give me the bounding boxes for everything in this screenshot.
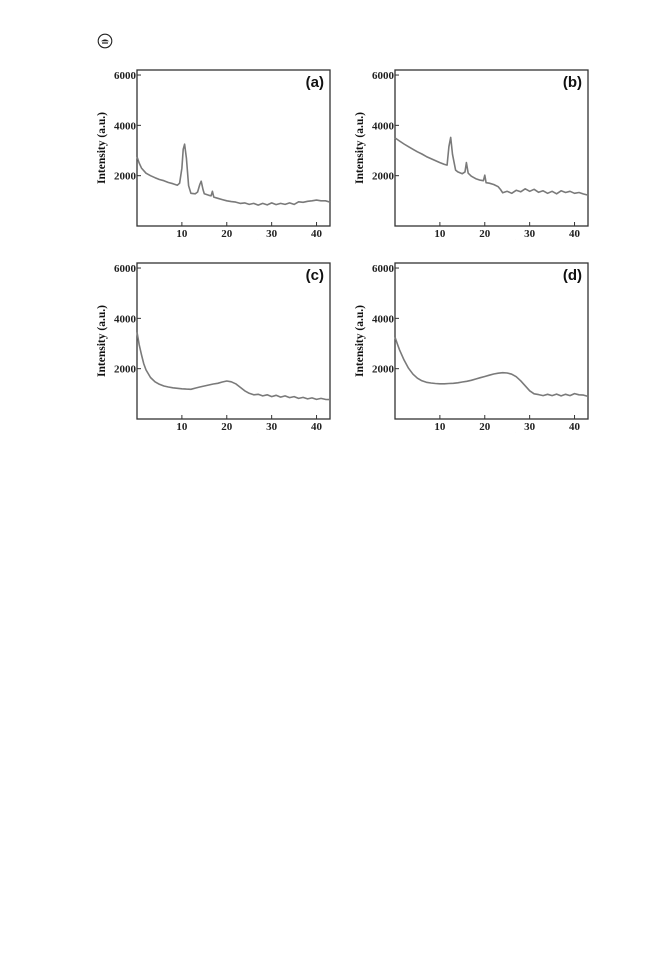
y-axis-label-a: Intensity (a.u.)	[96, 112, 108, 184]
panel-label-b: (b)	[563, 74, 582, 91]
x-tick-label-b-3: 40	[569, 228, 581, 240]
logo	[97, 33, 113, 54]
chart-panel-d: 10 20 30 40 2000 4000 6000 2θ (degree) Intensity…	[350, 253, 595, 444]
y-tick-label-b-2: 6000	[372, 70, 395, 82]
y-tick-label-b-1: 4000	[372, 120, 395, 132]
chart-a: 10 20 30 40 2000 4000 6000 2θ (degree) Intensity…	[96, 69, 331, 251]
y-tick-label-a-0: 2000	[114, 171, 137, 183]
x-tick-label-d-2: 30	[524, 421, 536, 433]
plot-frame-d	[394, 262, 589, 420]
circle-emblem-icon	[97, 33, 113, 49]
y-tick-label-d-2: 6000	[372, 263, 395, 275]
y-axis-label-b: Intensity (a.u.)	[354, 112, 366, 184]
x-axis-label-b: 2θ (degree)	[464, 239, 519, 240]
x-tick-label-c-1: 20	[221, 421, 233, 433]
y-tick-label-c-1: 4000	[114, 313, 137, 325]
x-tick-label-c-3: 40	[311, 421, 323, 433]
xrd-curve-c	[136, 332, 331, 401]
chart-panel-c: 10 20 30 40 2000 4000 6000 2θ (degree) Intensity…	[92, 253, 337, 444]
xrd-curve-a	[136, 143, 331, 206]
x-tick-label-a-0: 10	[176, 228, 188, 240]
y-axis-label-c: Intensity (a.u.)	[96, 305, 108, 377]
y-tick-label-d-1: 4000	[372, 313, 395, 325]
x-tick-label-d-3: 40	[569, 421, 581, 433]
x-axis-label-c: 2θ (degree)	[206, 432, 261, 433]
x-tick-label-a-1: 20	[221, 228, 233, 240]
x-tick-label-d-1: 20	[479, 421, 491, 433]
x-tick-label-a-2: 30	[266, 228, 278, 240]
x-axis-label-d: 2θ (degree)	[464, 432, 519, 433]
x-tick-label-b-2: 30	[524, 228, 536, 240]
y-tick-label-b-0: 2000	[372, 171, 395, 183]
chart-d: 10 20 30 40 2000 4000 6000 2θ (degree) Intensity…	[354, 262, 589, 444]
y-tick-label-a-1: 4000	[114, 120, 137, 132]
x-tick-label-b-1: 20	[479, 228, 491, 240]
chart-c: 10 20 30 40 2000 4000 6000 2θ (degree) Intensity…	[96, 262, 331, 444]
chart-b: 10 20 30 40 2000 4000 6000 2θ (degree) Intensity…	[354, 69, 589, 251]
x-tick-label-d-0: 10	[434, 421, 446, 433]
x-tick-label-b-0: 10	[434, 228, 446, 240]
panel-label-a: (a)	[306, 74, 324, 91]
chart-panel-a: 10 20 30 40 2000 4000 6000 2θ (degree) Intensity…	[92, 60, 337, 251]
panel-label-d: (d)	[563, 267, 582, 284]
x-tick-label-c-2: 30	[266, 421, 278, 433]
x-axis-label-a: 2θ (degree)	[206, 239, 261, 240]
panel-label-c: (c)	[306, 267, 324, 284]
plot-frame-a	[136, 69, 331, 227]
y-tick-label-a-2: 6000	[114, 70, 137, 82]
y-axis-label-d: Intensity (a.u.)	[354, 305, 366, 377]
y-tick-label-c-0: 2000	[114, 364, 137, 376]
chart-panel-b: 10 20 30 40 2000 4000 6000 2θ (degree) Intensity…	[350, 60, 595, 251]
xrd-curve-d	[394, 336, 589, 398]
y-tick-label-d-0: 2000	[372, 364, 395, 376]
plot-frame-c	[136, 262, 331, 420]
plot-frame-b	[394, 69, 589, 227]
x-tick-label-a-3: 40	[311, 228, 323, 240]
y-tick-label-c-2: 6000	[114, 263, 137, 275]
xrd-curve-b	[394, 136, 589, 196]
x-tick-label-c-0: 10	[176, 421, 188, 433]
